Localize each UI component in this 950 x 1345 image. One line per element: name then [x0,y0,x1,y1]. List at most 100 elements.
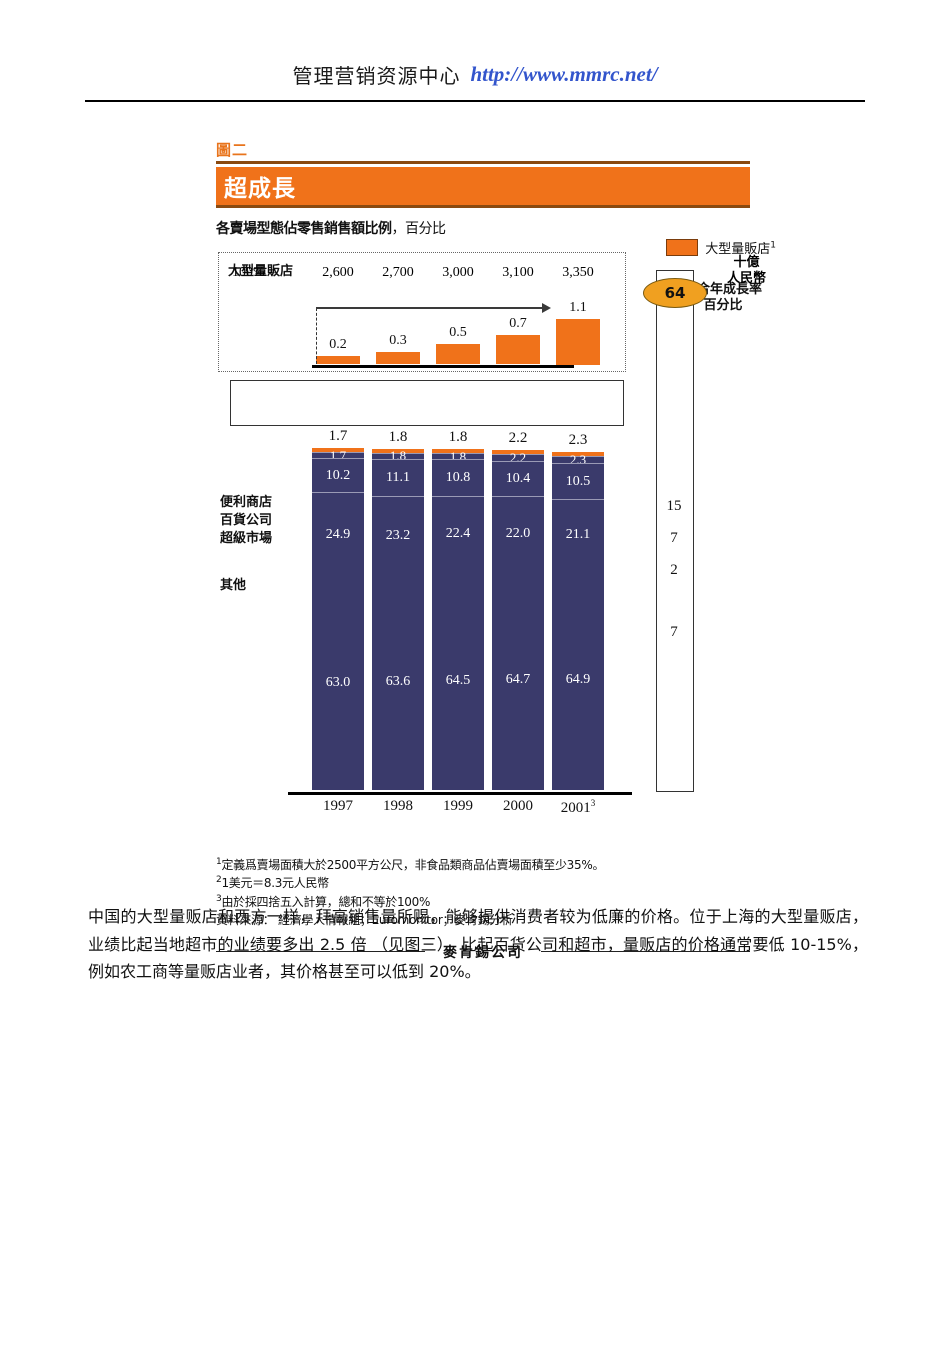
cagr-value: 15 [666,497,682,514]
stacked-bar-segment: 23.2 [372,496,424,575]
x-axis-tick-label: 1999 [443,797,473,814]
totals-value: 2,700 [382,264,414,280]
figure-label: 圖二 [216,141,249,159]
totals-label: 100% = [232,264,277,280]
stacked-bar-top-value: 1.8 [388,428,408,445]
stacked-bar-segment: 64.7 [492,570,544,790]
stacked-bar-segment-value: 10.5 [565,473,591,489]
stacked-bar-segment-value: 22.4 [445,526,471,542]
inset-bar [316,356,360,365]
inset-bar-value: 0.7 [509,316,527,332]
cagr-value: 2 [670,561,678,578]
x-axis-tick-label: 20013 [560,797,596,816]
stacked-bar-segment [492,449,544,454]
stacked-bar-segment-value: 64.9 [565,671,591,687]
exhibit-subtitle: 各賣場型態佔零售銷售額比例，百分比 [216,218,446,238]
totals-value: 3,100 [502,264,534,280]
x-axis-tick-label: 2000 [503,797,533,814]
inset-bar [436,343,480,365]
stacked-bar-segment-value: 64.5 [445,672,471,688]
totals-unit-line-1: 十億 [733,254,760,270]
inset-panel-label: 大型量販店 [228,263,294,279]
exhibit-banner-title: 超成長 [224,175,296,202]
footnote-marker: 2 [216,875,222,886]
inset-bar-value: 0.5 [449,324,467,340]
chart-canvas: 大型量販店 0.2 0.3 0.5 0.7 1.1 100% = 2,600 2,700 3… [216,251,774,852]
stacked-bar-segment-value: 21.1 [565,526,591,542]
totals-value: 2,600 [322,264,354,280]
totals-unit: 十億 人民幣 [727,255,766,288]
stacked-bar-segment: 2.2 [492,450,544,465]
footnote-item: 3由於採四捨五入計算，總和不等於100% [216,893,774,912]
x-axis-tick-label: 1997 [323,797,353,814]
stacked-bar-segment: 64.5 [432,571,484,790]
stacked-bar-segment-value: 22.0 [505,526,531,542]
stacked-bar-column: 2.2 10.4 22.0 64.7 [492,449,544,790]
category-label-other: 其他 [220,577,247,593]
source-rule-right [541,951,750,953]
stacked-bar-segment: 24.9 [312,492,364,577]
footnote-item: 資料來源： 經濟學人情報組；Euromonitor；麥肯錫分析 [216,911,774,930]
stacked-bar-segment: 22.4 [432,495,484,572]
source-rule: 麥肯錫公司 [216,942,750,962]
inset-bar [556,318,600,365]
site-url-link[interactable]: http://www.mmrc.net/ [470,62,658,86]
stacked-bar-segment-value: 2.3 [569,451,587,467]
stacked-bar-top-value: 1.8 [448,429,468,446]
stacked-bar-segment-value: 24.9 [325,526,351,542]
stacked-bar-segment: 63.0 [312,576,364,790]
stacked-bar-segment [312,448,364,453]
stacked-bar-segment: 10.2 [312,457,364,493]
header-divider [85,100,865,102]
site-name: 管理营销资源中心 [292,64,461,88]
inset-arrow-dashed-leader [316,307,317,364]
inset-panel-hypermarket [218,251,626,372]
figure-label-rule [216,160,750,164]
footnote-list: 1定義爲賣場面積大於2500平方公尺，非食品類商品佔賣場面積至少35%。 21美元… [216,856,774,930]
cagr-header-line-2: 百分比 [703,298,743,314]
page-header: 管理营销资源中心 http://www.mmrc.net/ [0,60,950,89]
stacked-bar-segment [372,448,424,453]
category-label-convenience: 便利商店 [220,494,273,510]
legend-label-hypermarket: 大型量販店1 [705,238,776,257]
stacked-bar-group: 1.7 10.2 24.9 63.0 1.7 1.8 11.1 23.2 63.6 1.8 1.8 1… [296,428,626,790]
stacked-bar-top-value: 1.7 [328,428,348,445]
inset-bar-value: 1.1 [569,299,587,315]
cagr-value: 7 [670,529,678,546]
stacked-bar-column: 2.3 10.5 21.1 64.9 [552,451,604,790]
stacked-bar-segment: 11.1 [372,458,424,497]
stacked-bar-segment [432,449,484,454]
inset-growth-arrow-head [542,302,551,313]
inset-bar-value: 0.2 [329,337,347,353]
subtitle-thin-part: ，百分比 [391,220,447,237]
stacked-bar-segment: 2.3 [552,452,604,467]
stacked-bar-top-value: 2.3 [568,431,588,448]
stacked-bar-column: 1.7 10.2 24.9 63.0 [312,448,364,790]
inset-baseline [312,364,574,368]
source-company-name: 麥肯錫公司 [443,944,523,961]
subtitle-bold-part: 各賣場型態佔零售銷售額比例 [216,220,392,237]
stacked-bar-segment: 10.4 [492,461,544,497]
exhibit-subtitle-row: 各賣場型態佔零售銷售額比例，百分比 [216,218,774,238]
totals-value: 3,000 [442,264,474,280]
totals-unit-line-2: 人民幣 [726,270,766,286]
inset-bar-value: 0.3 [389,332,407,348]
footnote-marker: 1 [216,856,222,867]
legend-swatch-hypermarket [666,239,699,256]
footnote-text: 定義爲賣場面積大於2500平方公尺，非食品類商品佔賣場面積至少35%。 [221,857,605,872]
stacked-bar-segment-value: 64.7 [505,672,531,688]
totals-value: 3,350 [562,264,594,280]
stacked-bar-top-value: 2.2 [508,429,528,446]
inset-bar [376,351,420,365]
footnote-item: 1定義爲賣場面積大於2500平方公尺，非食品類商品佔賣場面積至少35%。 [216,856,774,875]
x-axis-tick-label: 1998 [383,797,413,814]
stacked-bar-segment-value: 63.6 [385,674,411,690]
source-rule-left [216,951,425,953]
footnote-text: 資料來源： 經濟學人情報組；Euromonitor；麥肯錫分析 [216,913,513,928]
exhibit-figure-2: 圖二 超成長 各賣場型態佔零售銷售額比例，百分比 大型量販店1 複合年成長率 百… [216,141,776,962]
legend-label-text: 大型量販店 [705,242,771,257]
footnote-marker: 3 [216,893,222,904]
stacked-bar-segment-value: 63.0 [325,675,351,691]
totals-box [230,379,624,426]
category-label-group: 便利商店 百貨公司 超級市場 [220,494,272,549]
